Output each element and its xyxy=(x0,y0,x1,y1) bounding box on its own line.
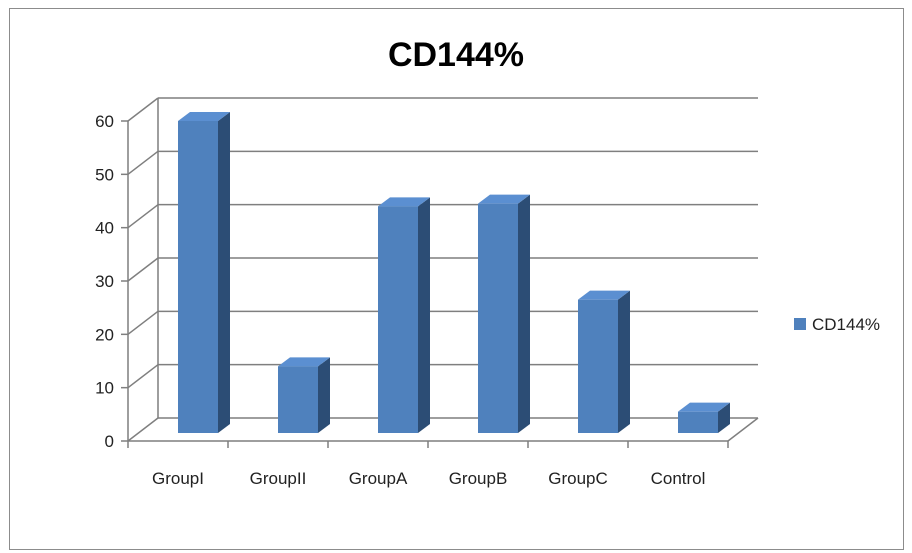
y-tick-label: 30 xyxy=(95,272,114,291)
y-tick-label: 0 xyxy=(105,432,114,451)
bar-top xyxy=(278,357,330,367)
gridline-side xyxy=(127,204,159,229)
x-tick-label: GroupB xyxy=(449,469,508,488)
bar-front xyxy=(278,366,318,433)
x-tick-label: GroupII xyxy=(250,469,307,488)
bar-top xyxy=(578,290,630,300)
y-tick-label: 20 xyxy=(95,325,114,344)
x-tick-labels: GroupI GroupII GroupA GroupB GroupC Control xyxy=(152,469,705,488)
bar-top xyxy=(678,402,730,412)
bar-top xyxy=(478,194,530,204)
grid-lines xyxy=(127,97,758,442)
bar-top xyxy=(378,197,430,207)
y-tick-label: 10 xyxy=(95,379,114,398)
y-tick-label: 50 xyxy=(95,165,114,184)
x-tick-label: GroupC xyxy=(548,469,608,488)
chart-title: CD144% xyxy=(387,36,525,74)
bar-Control xyxy=(678,402,730,433)
bar-side xyxy=(218,112,230,433)
bars xyxy=(178,112,730,433)
legend-label: CD144% xyxy=(812,315,880,334)
bar-GroupB xyxy=(478,194,530,433)
legend-swatch xyxy=(794,318,806,330)
bar-side xyxy=(318,357,330,433)
bar-side xyxy=(618,290,630,433)
bar-GroupA xyxy=(378,197,430,433)
bar-top xyxy=(178,112,230,121)
bar-GroupC xyxy=(578,290,630,433)
y-tick-label: 60 xyxy=(95,112,114,131)
floor-edge xyxy=(727,417,759,442)
axes xyxy=(121,98,759,448)
bar-front xyxy=(678,411,718,433)
legend: CD144% xyxy=(794,315,880,334)
y-tick-label: 40 xyxy=(95,219,114,238)
bar-GroupII xyxy=(278,357,330,433)
x-tick-label: GroupI xyxy=(152,469,204,488)
gridline-side xyxy=(127,417,159,442)
gridline-side xyxy=(127,150,159,175)
gridline-side xyxy=(127,364,159,389)
bar-front xyxy=(478,203,518,433)
bar-front xyxy=(378,206,418,433)
bar-front xyxy=(578,299,618,433)
x-tick-label: Control xyxy=(651,469,706,488)
gridline-side xyxy=(127,310,159,335)
bar-GroupI xyxy=(178,112,230,433)
y-tick-labels: 0 10 20 30 40 50 60 xyxy=(95,112,114,451)
bar-side xyxy=(718,402,730,433)
bar-side xyxy=(518,194,530,433)
bar-front xyxy=(178,121,218,433)
x-tick-label: GroupA xyxy=(349,469,408,488)
bar-side xyxy=(418,197,430,433)
gridline-side xyxy=(127,97,159,122)
gridline-side xyxy=(127,257,159,282)
